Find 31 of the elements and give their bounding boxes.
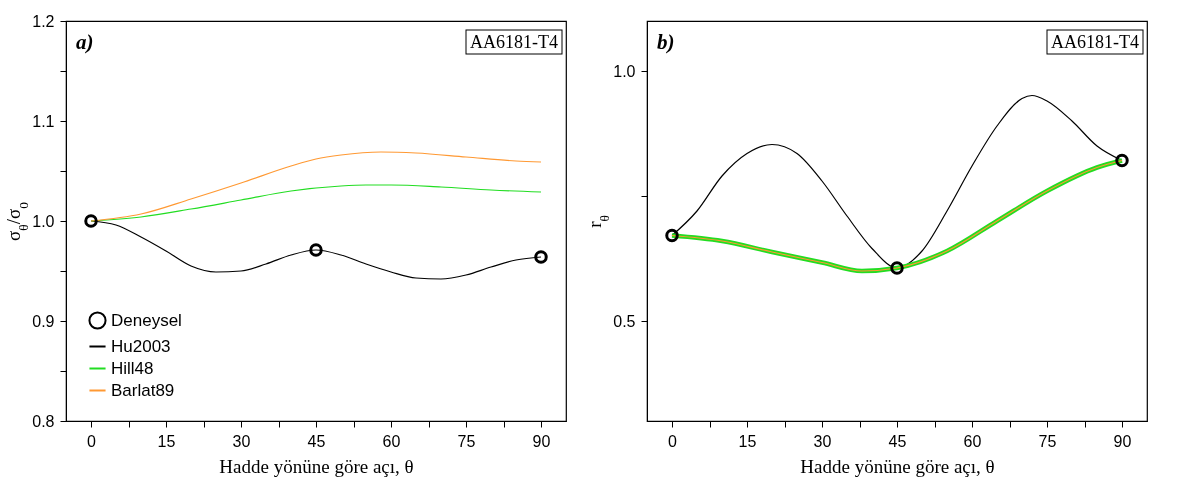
- annotation: b): [657, 30, 675, 54]
- annotation: AA6181-T4: [1051, 32, 1139, 52]
- x-axis-title: Hadde yönüne göre açı, θ: [219, 455, 414, 477]
- legend-label: Hu2003: [111, 336, 171, 356]
- x-axis-title: Hadde yönüne göre açı, θ: [800, 455, 995, 477]
- y-tick-label: 1.2: [32, 12, 55, 30]
- x-tick-label: 0: [87, 432, 97, 450]
- x-tick-label: 15: [738, 432, 757, 450]
- x-tick-label: 0: [668, 432, 678, 450]
- y-tick-label: 0.9: [32, 312, 55, 330]
- x-tick-label: 90: [1113, 432, 1132, 450]
- legend-label: Barlat89: [111, 380, 175, 400]
- y-tick-label: 1.0: [613, 62, 636, 80]
- y-tick-label: 1.1: [32, 112, 55, 130]
- x-tick-label: 15: [157, 432, 176, 450]
- y-tick-label: 1.0: [32, 212, 55, 230]
- y-tick-label: 0.5: [613, 312, 636, 330]
- x-tick-label: 90: [532, 432, 551, 450]
- legend-label: Deneysel: [111, 310, 182, 330]
- x-tick-label: 30: [232, 432, 251, 450]
- y-tick-label: 0.8: [32, 412, 55, 430]
- annotation: AA6181-T4: [470, 32, 558, 52]
- x-tick-label: 60: [382, 432, 401, 450]
- legend-label: Hill48: [111, 358, 154, 378]
- x-tick-label: 30: [813, 432, 832, 450]
- x-tick-label: 45: [307, 432, 326, 450]
- x-tick-label: 60: [963, 432, 982, 450]
- x-tick-label: 75: [457, 432, 476, 450]
- annotation: a): [76, 30, 94, 54]
- x-tick-label: 75: [1038, 432, 1057, 450]
- x-tick-label: 45: [888, 432, 907, 450]
